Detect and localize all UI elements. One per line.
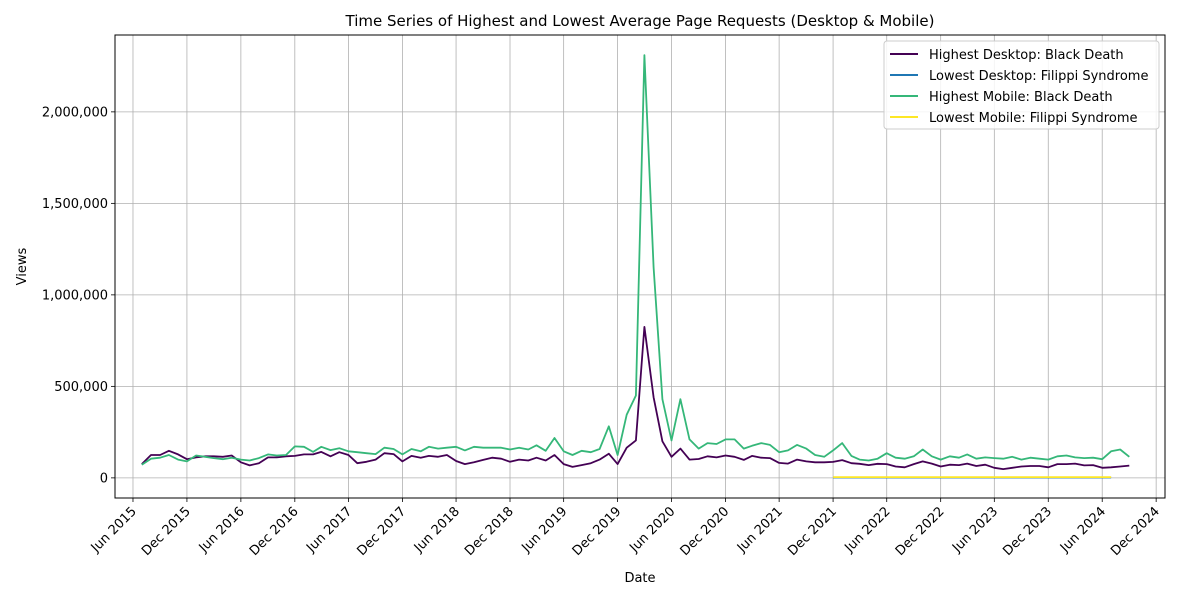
y-tick-label: 0 — [100, 471, 108, 486]
x-tick-label: Dec 2021 — [785, 504, 840, 559]
x-tick-label: Jun 2023 — [949, 504, 1001, 556]
x-tick-label: Jun 2015 — [88, 504, 140, 556]
plot-area-frame — [114, 34, 1166, 499]
x-tick-label: Dec 2020 — [678, 504, 733, 559]
y-tick-label: 500,000 — [54, 380, 108, 395]
legend: Highest Desktop: Black Death Lowest Deskt… — [883, 40, 1160, 130]
chart-title: Time Series of Highest and Lowest Averag… — [345, 12, 935, 30]
legend-label: Highest Desktop: Black Death — [929, 48, 1124, 63]
y-axis-title: Views — [15, 247, 30, 285]
y-tick-label: 2,000,000 — [42, 105, 108, 120]
x-tick-label: Dec 2019 — [570, 504, 625, 559]
x-tick-label: Jun 2020 — [626, 504, 678, 556]
x-tick-label: Jun 2017 — [303, 504, 355, 556]
x-tick-label: Dec 2016 — [247, 504, 302, 559]
x-tick-label: Jun 2016 — [196, 504, 248, 556]
x-tick-label: Jun 2022 — [842, 504, 894, 556]
series-lines — [141, 54, 1130, 479]
y-tick-label: 1,500,000 — [42, 197, 108, 212]
x-tick-label: Jun 2018 — [411, 504, 463, 556]
x-tick-label: Dec 2015 — [139, 504, 194, 559]
series-line-1 — [141, 325, 1130, 471]
x-axis-ticks: Jun 2015 Dec 2015 Jun 2016 Dec 2016 Jun 2017… — [88, 498, 1163, 559]
legend-label: Highest Mobile: Black Death — [929, 90, 1113, 105]
legend-label: Lowest Desktop: Filippi Syndrome — [929, 69, 1148, 84]
x-tick-label: Jun 2019 — [518, 504, 570, 556]
x-tick-label: Jun 2021 — [734, 504, 786, 556]
legend-label: Lowest Mobile: Filippi Syndrome — [929, 111, 1137, 126]
y-axis-ticks: 0 500,000 1,000,000 1,500,000 2,000,000 — [42, 105, 115, 486]
legend-box — [883, 40, 1160, 130]
grid-lines — [115, 35, 1165, 498]
x-tick-label: Dec 2022 — [893, 504, 948, 559]
series-line-3 — [141, 54, 1130, 466]
y-tick-label: 1,000,000 — [42, 288, 108, 303]
x-tick-label: Dec 2024 — [1108, 504, 1163, 559]
x-tick-label: Jun 2024 — [1057, 504, 1109, 556]
x-axis-title: Date — [624, 571, 655, 586]
x-tick-label: Dec 2018 — [462, 504, 517, 559]
x-tick-label: Dec 2023 — [1000, 504, 1055, 559]
x-tick-label: Dec 2017 — [355, 504, 410, 559]
